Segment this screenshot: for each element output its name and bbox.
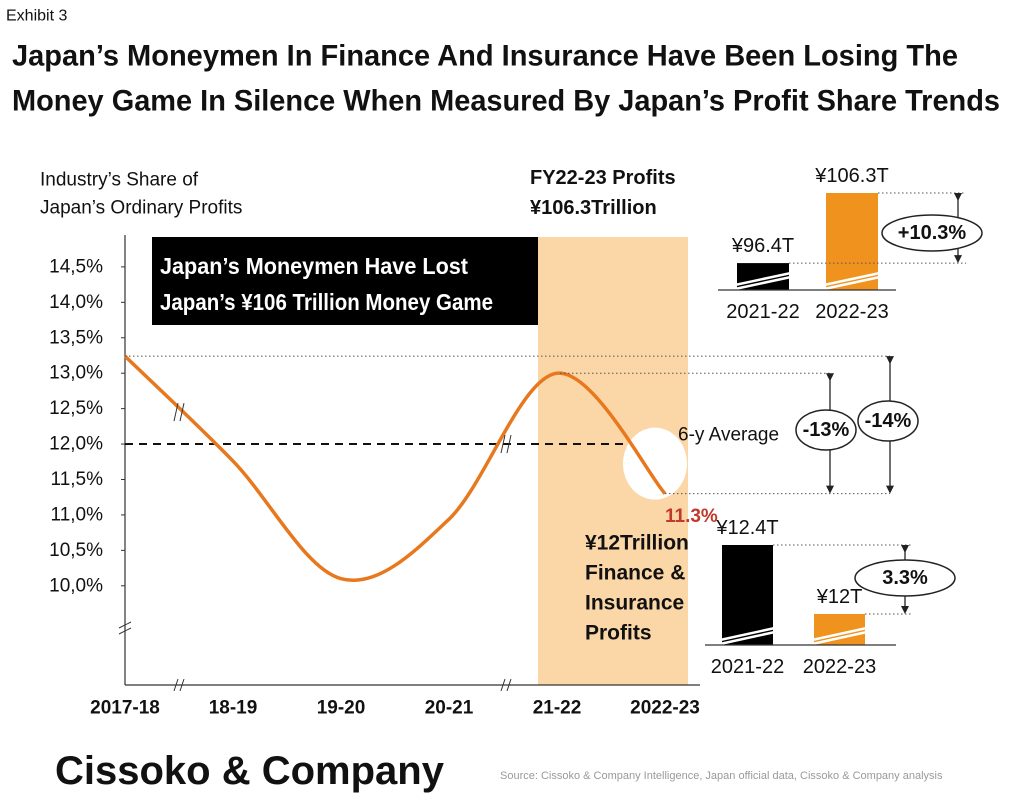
bar-break: [823, 271, 881, 291]
bar-category-label: 2021-22: [726, 301, 799, 323]
reference-label: 6-y Average: [678, 425, 779, 446]
line-break: [173, 403, 185, 422]
y-tick-label: 11,0%: [51, 504, 104, 525]
highlight-circle: [623, 427, 687, 500]
change-bubble: [795, 409, 857, 451]
change-label: -13%: [803, 419, 850, 441]
line-series: [123, 354, 667, 582]
change-label: +10.3%: [898, 222, 967, 244]
title-line: Money Game In Silence When Measured By J…: [12, 85, 1000, 118]
finance-label: Insurance: [585, 592, 684, 615]
x-tick-label: 2022-23: [630, 698, 700, 719]
y-axis-title: Industry’s Share of: [40, 170, 199, 191]
source: Source: Cissoko & Company Intelligence, …: [500, 770, 943, 782]
y-tick-label: 12,0%: [49, 434, 103, 455]
y-tick-label: 10,5%: [49, 540, 103, 561]
x-tick-label: 2017-18: [90, 698, 160, 719]
line-break: [500, 434, 512, 454]
profits-label: ¥106.3Trillion: [530, 197, 657, 219]
bar-value-label: ¥96.4T: [731, 235, 794, 257]
bar-break: [734, 271, 792, 291]
change-bubble: [857, 400, 919, 442]
x-tick-label: 19-20: [317, 698, 366, 719]
bar-category-label: 2022-23: [815, 301, 888, 323]
title-line: Japan’s Moneymen In Finance And Insuranc…: [12, 40, 958, 73]
bar-break: [719, 626, 776, 646]
x-tick-label: 21-22: [533, 698, 582, 719]
profits-label: FY22-23 Profits: [530, 167, 676, 189]
y-axis-title: Japan’s Ordinary Profits: [40, 198, 242, 219]
data-label: 11.3%: [665, 506, 718, 527]
y-tick-label: 14,0%: [49, 292, 103, 313]
change-label: -14%: [865, 410, 912, 432]
axis-break: [118, 621, 132, 635]
bar-category-label: 2021-22: [711, 656, 784, 678]
callout-text: Japan’s ¥106 Trillion Money Game: [160, 289, 493, 315]
y-tick-label: 13,0%: [49, 363, 103, 384]
y-tick-label: 10,0%: [49, 575, 103, 596]
callout-box: [152, 237, 538, 325]
callout-text: Japan’s Moneymen Have Lost: [160, 253, 468, 279]
bar-value-label: ¥106.3T: [814, 165, 888, 187]
change-label: 3.3%: [882, 567, 928, 589]
x-tick-label: 20-21: [425, 698, 474, 719]
finance-label: ¥12Trillion: [585, 532, 689, 555]
axis-break: [173, 678, 185, 692]
y-tick-label: 14,5%: [49, 256, 103, 277]
brand: Cissoko & Company: [55, 749, 445, 793]
bar-break: [811, 626, 868, 646]
bar-value-label: ¥12T: [816, 586, 863, 608]
finance-label: Finance &: [585, 562, 685, 585]
chart-area: Japan’s Moneymen Have Lost Japan’s ¥106 T…: [40, 165, 983, 719]
y-tick-label: 11,5%: [51, 469, 104, 490]
bar: [722, 545, 773, 645]
exhibit-label: Exhibit 3: [6, 8, 67, 25]
bar-value-label: ¥12.4T: [715, 517, 778, 539]
change-bubble: [881, 214, 983, 252]
x-tick-label: 18-19: [209, 698, 258, 719]
change-bubble: [854, 559, 956, 597]
y-tick-label: 13,5%: [49, 327, 103, 348]
finance-label: Profits: [585, 622, 652, 645]
bar-category-label: 2022-23: [803, 656, 876, 678]
bar: [826, 193, 878, 290]
axis-break: [500, 678, 512, 692]
y-tick-label: 12,5%: [49, 398, 103, 419]
